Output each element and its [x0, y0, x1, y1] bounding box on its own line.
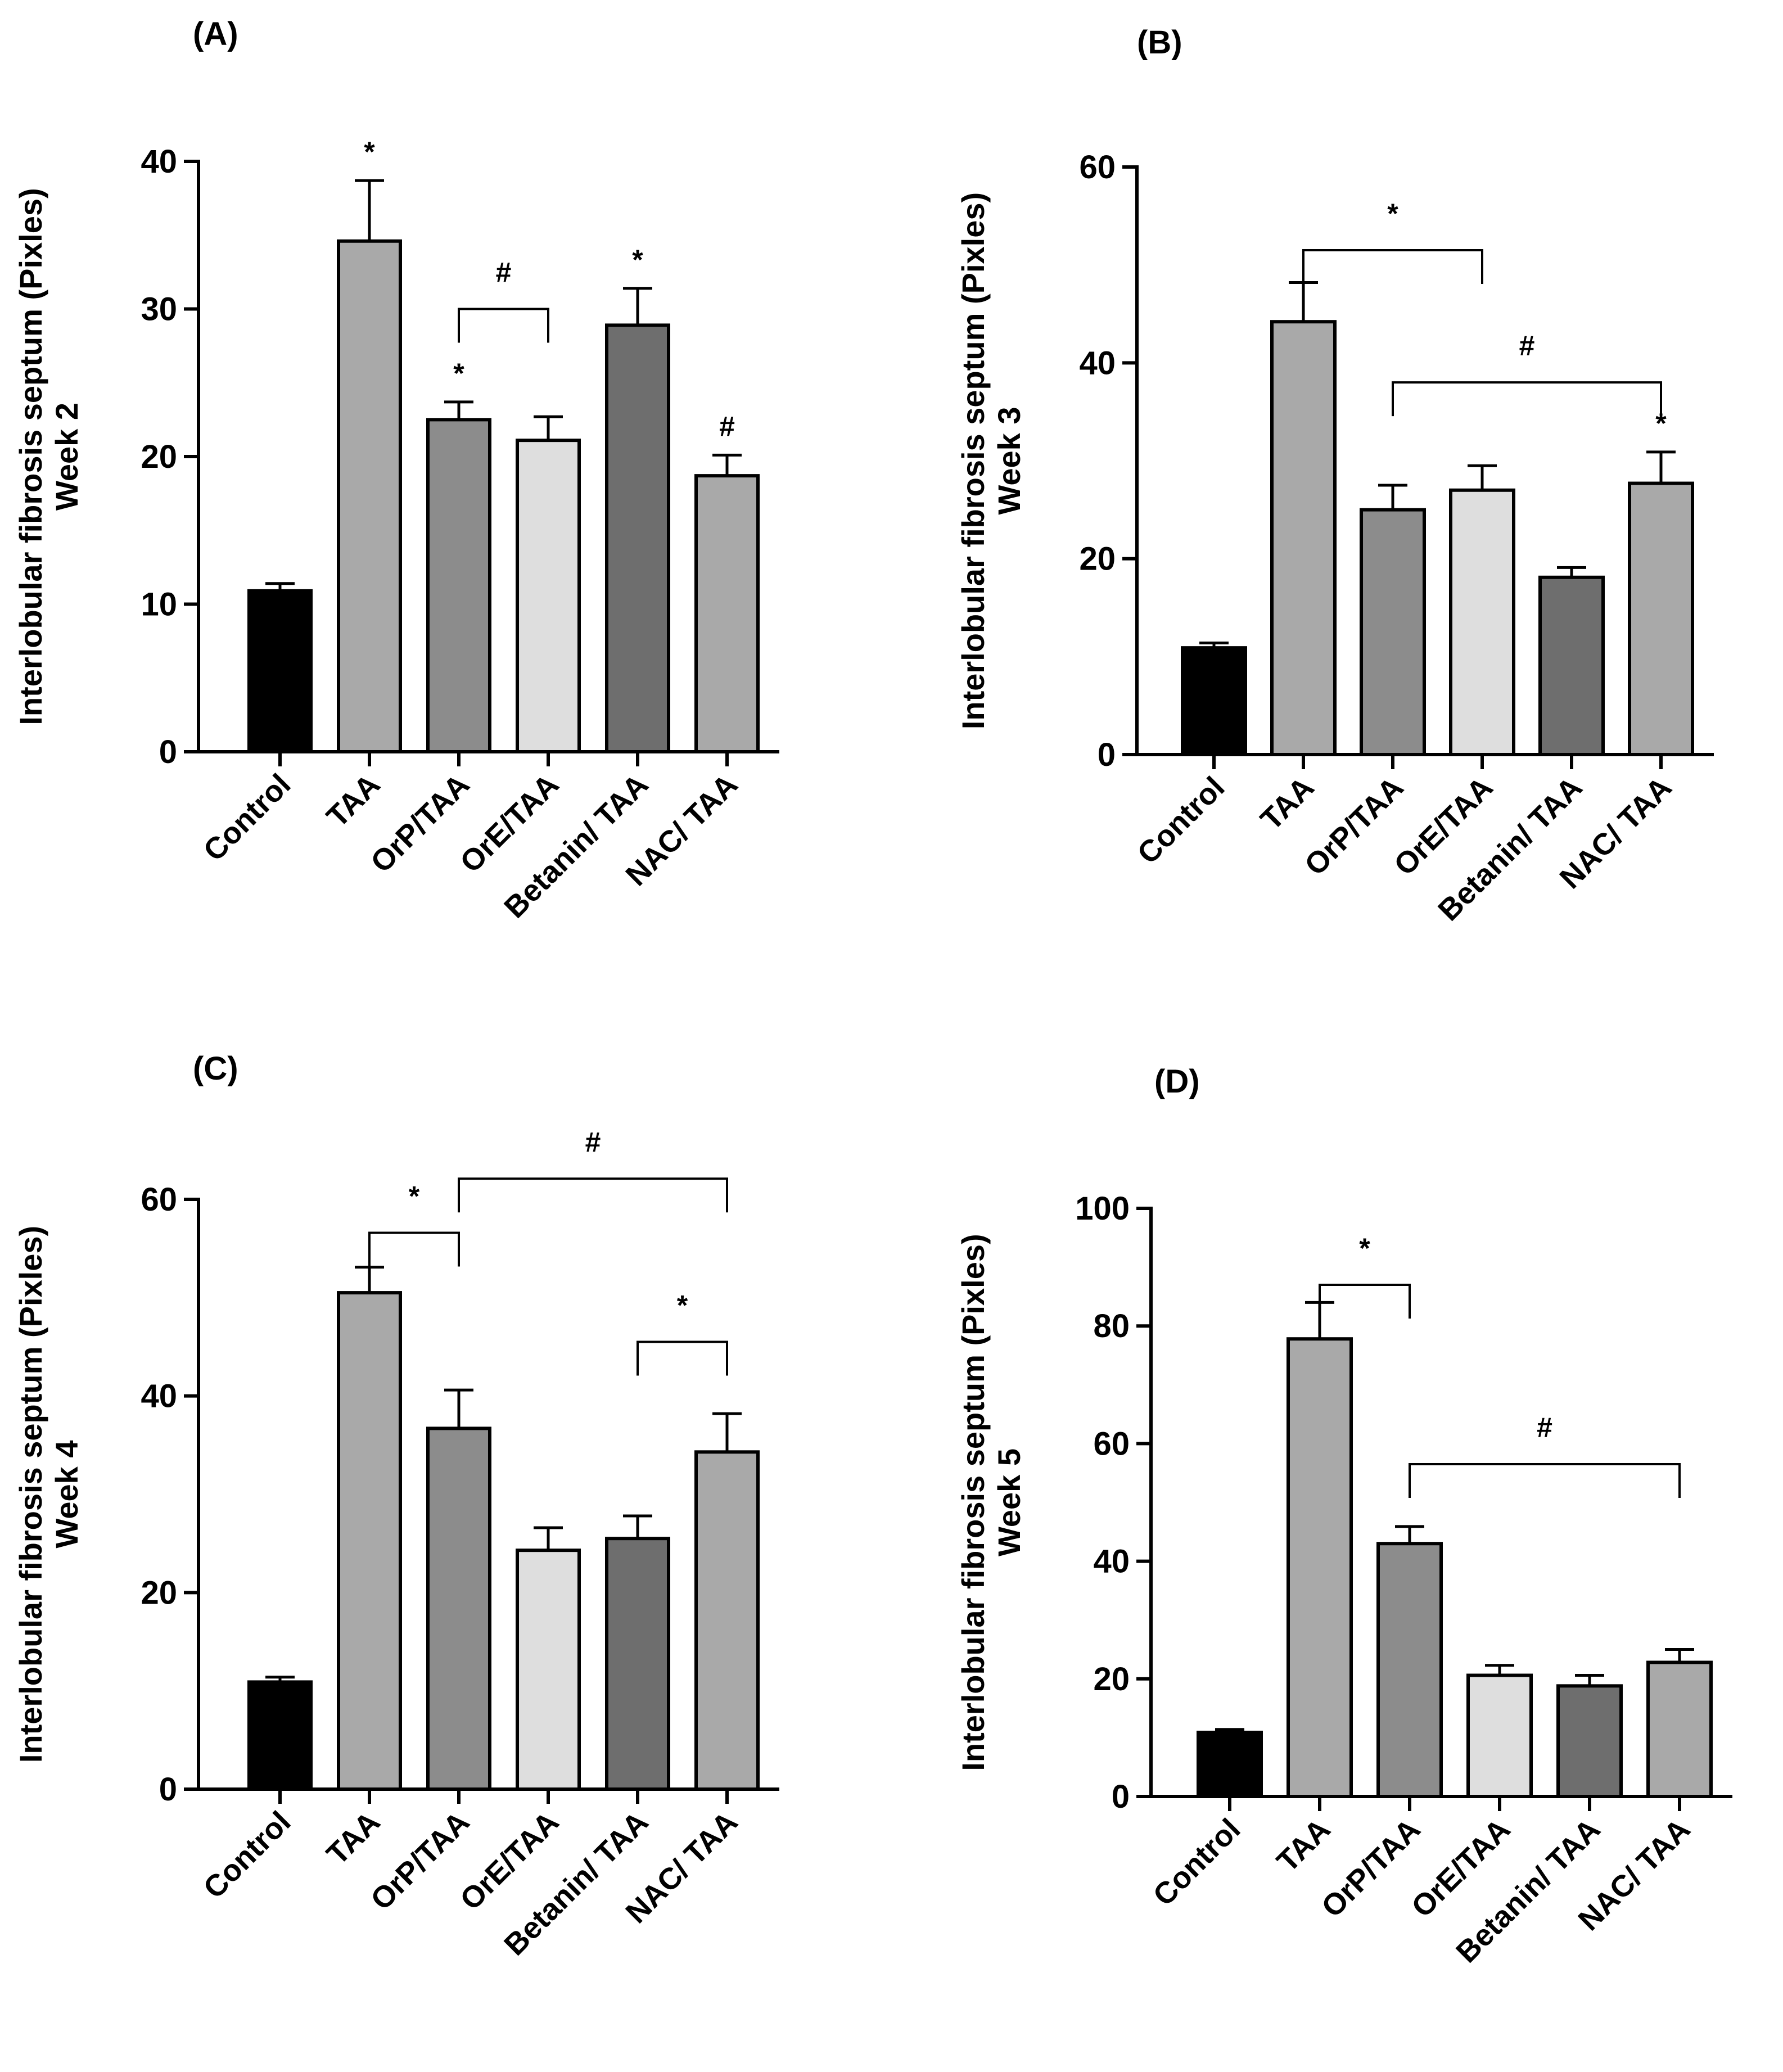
- bar: [516, 1549, 581, 1791]
- y-tick-label: 20: [1079, 541, 1116, 577]
- bar: [1181, 646, 1247, 756]
- y-tick-label: 60: [1079, 149, 1116, 186]
- y-tick-label: 0: [1112, 1778, 1130, 1815]
- bar: [426, 418, 491, 753]
- bracket-label: #: [1519, 330, 1535, 362]
- significance-bracket: [1302, 249, 1483, 285]
- significance-mark: *: [632, 244, 643, 276]
- y-tick-label: 40: [141, 1378, 177, 1415]
- x-tick-label: TAA: [320, 1805, 386, 1871]
- y-tick-label: 0: [159, 734, 177, 770]
- x-tick-label: OrP/TAA: [364, 768, 476, 879]
- panel-d: (D) Interlobular fibrosis septum (Pixles…: [955, 1063, 1732, 1969]
- y-axis-subtitle: Week 4: [49, 1441, 84, 1549]
- y-axis-title: Interlobular fibrosis septum (Pixles): [955, 1234, 991, 1771]
- significance-mark: #: [719, 410, 735, 442]
- y-tick-label: 0: [1098, 737, 1116, 773]
- y-tick-label: 40: [1093, 1543, 1130, 1580]
- y-axis-title: Interlobular fibrosis septum (Pixles): [13, 188, 48, 725]
- y-tick-label: 60: [1093, 1425, 1130, 1462]
- significance-bracket: [368, 1231, 460, 1267]
- significance-bracket: [1409, 1463, 1681, 1498]
- x-tick-label: Control: [197, 768, 297, 868]
- bar: [1449, 488, 1515, 756]
- bar: [426, 1427, 491, 1791]
- y-axis-title: Interlobular fibrosis septum (Pixles): [13, 1226, 48, 1763]
- panel-b: (B) Interlobular fibrosis septum (Pixles…: [955, 24, 1714, 927]
- panel-a: (A) Interlobular fibrosis septum (Pixles…: [13, 16, 779, 924]
- y-tick-label: 80: [1093, 1308, 1130, 1344]
- panel-c: (C) Interlobular fibrosis septum (Pixles…: [13, 1050, 779, 1962]
- x-tick-label: OrP/TAA: [364, 1805, 476, 1917]
- x-tick-label: OrP/TAA: [1298, 770, 1410, 882]
- bracket-label: *: [1359, 1233, 1370, 1264]
- bar: [1556, 1684, 1623, 1799]
- bracket-label: *: [677, 1290, 688, 1321]
- y-tick-label: 30: [141, 291, 177, 328]
- y-tick-label: 40: [1079, 345, 1116, 381]
- x-tick-label: Control: [197, 1805, 297, 1905]
- y-axis-subtitle: Week 2: [49, 403, 84, 511]
- bar: [1646, 1660, 1713, 1798]
- bracket-label: *: [409, 1180, 420, 1212]
- panel-label: (C): [193, 1050, 238, 1087]
- bar: [1376, 1542, 1443, 1798]
- significance-mark: *: [453, 358, 464, 389]
- bar: [1360, 508, 1426, 756]
- bar: [516, 439, 581, 753]
- significance-bracket: [637, 1340, 728, 1376]
- panel-label: (B): [1137, 24, 1182, 61]
- bracket-label: #: [1537, 1412, 1552, 1443]
- x-tick-label: Control: [1131, 770, 1231, 870]
- x-tick-label: TAA: [1254, 770, 1320, 837]
- bar: [605, 323, 670, 753]
- significance-bracket: [1392, 381, 1662, 417]
- y-tick-label: 20: [141, 439, 177, 475]
- y-tick-label: 0: [159, 1771, 177, 1808]
- significance-bracket: [1319, 1283, 1411, 1319]
- y-tick-label: 60: [141, 1181, 177, 1218]
- bar: [337, 1291, 402, 1791]
- bracket-label: #: [585, 1126, 601, 1158]
- x-tick-label: TAA: [320, 768, 386, 834]
- panel-label: (D): [1154, 1063, 1200, 1100]
- bar: [1197, 1730, 1263, 1799]
- bar: [694, 1450, 760, 1791]
- bar: [1538, 575, 1605, 756]
- y-axis-title: Interlobular fibrosis septum (Pixles): [955, 192, 991, 729]
- bar: [247, 589, 313, 753]
- bracket-label: *: [1387, 198, 1398, 229]
- y-axis-subtitle: Week 3: [991, 407, 1027, 515]
- bar: [247, 1680, 313, 1791]
- bar: [605, 1537, 670, 1791]
- bar: [337, 239, 402, 753]
- y-tick-label: 20: [141, 1574, 177, 1611]
- bar: [1270, 320, 1337, 756]
- bar: [1287, 1337, 1353, 1798]
- y-tick-label: 20: [1093, 1661, 1130, 1698]
- y-axis-subtitle: Week 5: [991, 1448, 1027, 1556]
- x-tick-label: Control: [1146, 1812, 1247, 1912]
- panel-label: (A): [193, 16, 238, 52]
- significance-bracket: [458, 308, 549, 343]
- bar: [1466, 1673, 1533, 1798]
- bracket-label: #: [496, 257, 512, 288]
- y-tick-label: 40: [141, 143, 177, 180]
- significance-mark: *: [364, 136, 375, 168]
- significance-mark: *: [1655, 408, 1667, 439]
- y-tick-label: 100: [1075, 1190, 1130, 1227]
- x-tick-label: OrP/TAA: [1315, 1812, 1427, 1924]
- x-tick-label: TAA: [1270, 1812, 1337, 1879]
- y-tick-label: 10: [141, 586, 177, 623]
- bar: [694, 474, 760, 753]
- bar: [1628, 481, 1694, 757]
- significance-bracket: [458, 1177, 728, 1213]
